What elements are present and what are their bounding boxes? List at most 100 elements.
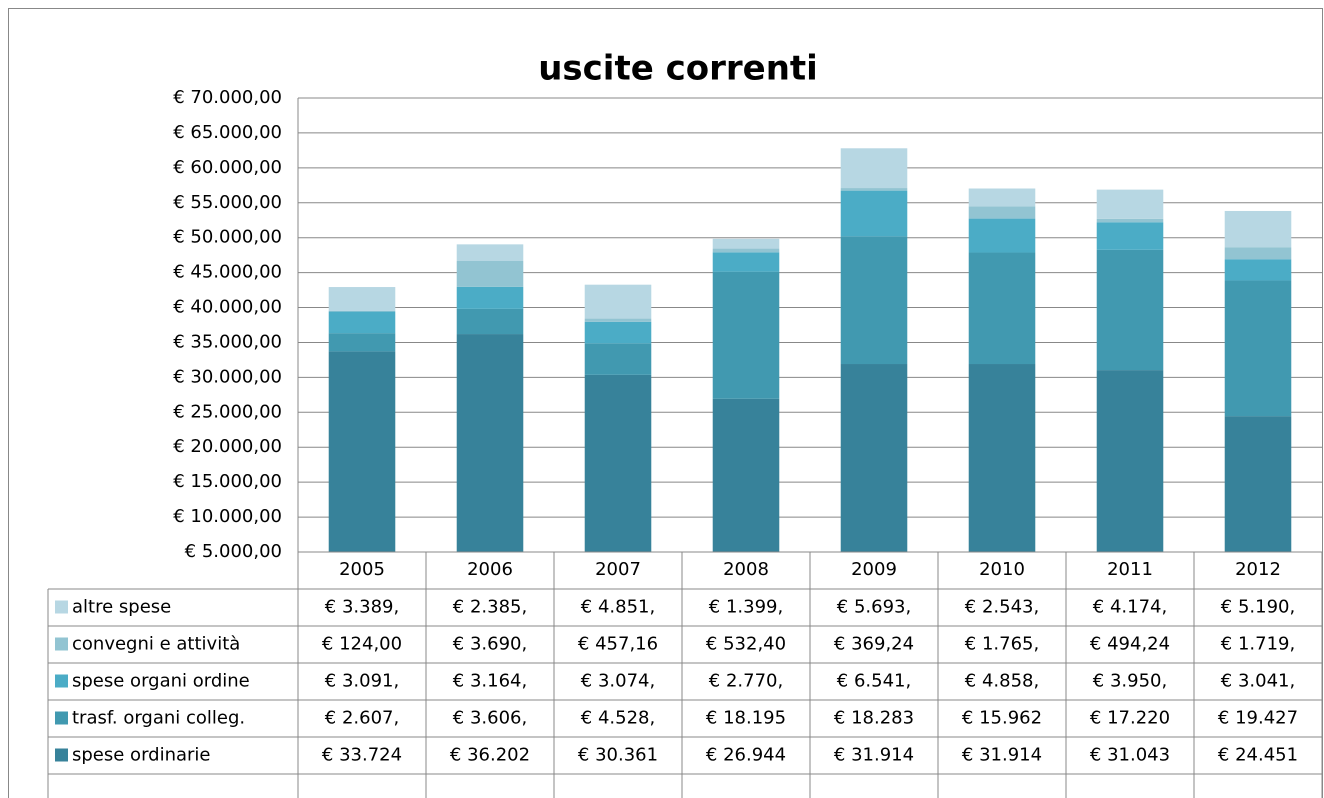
bar-segment: [1224, 416, 1292, 552]
x-tick-label: 2005: [339, 559, 385, 580]
table-value: € 1.719,: [1221, 634, 1295, 655]
x-tick-label: 2009: [851, 559, 897, 580]
table-value: € 369,24: [834, 634, 914, 655]
legend-key: [55, 711, 68, 725]
table-value: € 2.543,: [965, 597, 1039, 618]
bar-segment: [456, 244, 524, 262]
table-value: € 3.950,: [1093, 671, 1167, 692]
table-value: € 4.528,: [581, 708, 655, 729]
bar-segment: [584, 374, 652, 552]
bar-segment: [840, 364, 908, 552]
table-value: € 18.283: [834, 708, 914, 729]
bar-segment: [712, 271, 780, 399]
legend-label: spese ordinarie: [72, 745, 211, 766]
x-tick-label: 2007: [595, 559, 641, 580]
y-tick-label: € 30.000,00: [173, 366, 282, 387]
x-tick-label: 2010: [979, 559, 1025, 580]
bar-segment: [840, 148, 908, 189]
table-value: € 4.858,: [965, 671, 1039, 692]
table-value: € 30.361: [578, 745, 658, 766]
bar-segment: [584, 321, 652, 344]
table-value: € 1.399,: [709, 597, 783, 618]
bar-segment: [712, 252, 780, 272]
table-value: € 1.765,: [965, 634, 1039, 655]
x-tick-label: 2011: [1107, 559, 1153, 580]
bar-segment: [584, 343, 652, 375]
bar-segment: [328, 351, 396, 552]
bar-segment: [968, 206, 1036, 219]
table-value: € 6.541,: [837, 671, 911, 692]
table-value: € 31.914: [962, 745, 1042, 766]
legend-label: convegni e attività: [72, 634, 240, 655]
y-tick-label: € 5.000,00: [185, 541, 282, 562]
bar-segment: [328, 333, 396, 352]
bar-segment: [456, 286, 524, 309]
table-value: € 4.851,: [581, 597, 655, 618]
bar-segment: [1224, 247, 1292, 260]
bar-segment: [1096, 222, 1164, 250]
bar-segment: [328, 311, 396, 334]
bar-segment: [840, 190, 908, 237]
y-tick-label: € 35.000,00: [173, 331, 282, 352]
table-value: € 2.770,: [709, 671, 783, 692]
table-value: € 5.693,: [837, 597, 911, 618]
bar-segment: [1224, 259, 1292, 281]
y-tick-label: € 25.000,00: [173, 401, 282, 422]
legend-key: [55, 637, 68, 651]
y-tick-label: € 20.000,00: [173, 436, 282, 457]
bar-segment: [968, 252, 1036, 365]
bar-segment: [456, 334, 524, 552]
bar-segment: [1224, 210, 1292, 248]
table-value: € 2.607,: [325, 708, 399, 729]
table-value: € 3.606,: [453, 708, 527, 729]
table-value: € 3.164,: [453, 671, 527, 692]
table-value: € 2.385,: [453, 597, 527, 618]
y-tick-label: € 10.000,00: [173, 506, 282, 527]
bar-segment: [968, 218, 1036, 253]
table-value: € 33.724: [322, 745, 402, 766]
table-value: € 31.914: [834, 745, 914, 766]
table-value: € 31.043: [1090, 745, 1170, 766]
table-value: € 19.427: [1218, 708, 1298, 729]
bar-segment: [584, 318, 652, 322]
table-value: € 124,00: [322, 634, 402, 655]
bar-segment: [456, 308, 524, 335]
y-tick-label: € 70.000,00: [173, 87, 282, 108]
bar-segment: [712, 248, 780, 253]
table-value: € 3.389,: [325, 597, 399, 618]
bar-segment: [840, 188, 908, 191]
legend-label: altre spese: [72, 597, 171, 618]
legend-key: [55, 748, 68, 762]
table-value: € 532,40: [706, 634, 786, 655]
table-value: € 24.451: [1218, 745, 1298, 766]
bar-segment: [584, 284, 652, 319]
bar-segment: [840, 236, 908, 365]
legend-label: trasf. organi colleg.: [72, 708, 245, 729]
bar-segment: [1096, 370, 1164, 552]
table-value: € 494,24: [1090, 634, 1170, 655]
x-tick-label: 2006: [467, 559, 513, 580]
bar-segment: [712, 398, 780, 552]
x-tick-label: 2008: [723, 559, 769, 580]
bar-segment: [968, 188, 1036, 207]
y-tick-label: € 40.000,00: [173, 297, 282, 318]
y-tick-label: € 45.000,00: [173, 262, 282, 283]
bar-segment: [712, 238, 780, 249]
table-value: € 18.195: [706, 708, 786, 729]
bar-segment: [456, 261, 524, 287]
table-value: € 17.220: [1090, 708, 1170, 729]
bar-segment: [1096, 189, 1164, 219]
table-value: € 3.074,: [581, 671, 655, 692]
bar-segment: [1096, 218, 1164, 223]
legend-label: spese organi ordine: [72, 671, 250, 692]
table-value: € 36.202: [450, 745, 530, 766]
bar-segment: [1224, 280, 1292, 417]
y-tick-label: € 65.000,00: [173, 122, 282, 143]
table-value: € 26.944: [706, 745, 786, 766]
table-value: € 15.962: [962, 708, 1042, 729]
y-tick-label: € 15.000,00: [173, 471, 282, 492]
table-value: € 5.190,: [1221, 597, 1295, 618]
y-tick-label: € 60.000,00: [173, 157, 282, 178]
legend-key: [55, 674, 68, 688]
